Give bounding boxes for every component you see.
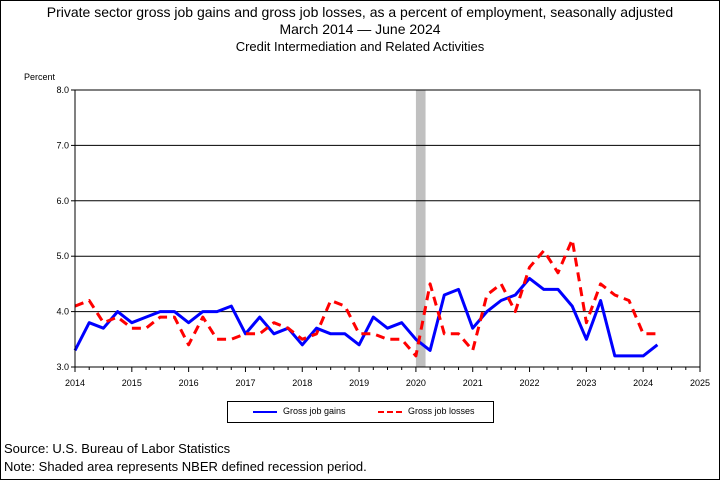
y-tick-label: 7.0 bbox=[56, 140, 69, 150]
series-line-gross-job-losses bbox=[74, 238, 658, 358]
y-tick-label: 5.0 bbox=[56, 251, 69, 261]
legend: Gross job gains Gross job losses bbox=[227, 401, 494, 423]
legend-label-losses: Gross job losses bbox=[408, 406, 475, 416]
legend-swatch-losses bbox=[378, 410, 402, 413]
axis-layer: 3.0 4.0 5.0 6.0 7.0 8.0 2014 2015 2016 2017 2018 20… bbox=[56, 85, 710, 388]
legend-swatch-gains bbox=[253, 410, 277, 413]
recession-note: Note: Shaded area represents NBER define… bbox=[4, 459, 367, 474]
x-tick-label: 2016 bbox=[179, 378, 199, 388]
x-tick-label: 2020 bbox=[406, 378, 426, 388]
chart-industry: Credit Intermediation and Related Activi… bbox=[235, 39, 485, 54]
x-tick-label: 2021 bbox=[463, 378, 483, 388]
legend-item-losses: Gross job losses bbox=[378, 406, 475, 416]
chart-title: Private sector gross job gains and gross… bbox=[46, 4, 674, 20]
series-layer bbox=[73, 238, 659, 358]
legend-label-gains: Gross job gains bbox=[283, 406, 346, 416]
background-layer bbox=[415, 90, 426, 367]
chart-titles: Private sector gross job gains and gross… bbox=[0, 4, 720, 55]
y-tick-label: 6.0 bbox=[56, 196, 69, 206]
x-tick-label: 2015 bbox=[122, 378, 142, 388]
source-note: Source: U.S. Bureau of Labor Statistics bbox=[4, 441, 231, 456]
y-tick-label: 8.0 bbox=[56, 85, 69, 95]
x-tick-label: 2023 bbox=[576, 378, 596, 388]
x-tick-label: 2014 bbox=[65, 378, 85, 388]
x-tick-label: 2018 bbox=[292, 378, 312, 388]
legend-item-gains: Gross job gains bbox=[253, 406, 346, 416]
x-tick-label: 2019 bbox=[349, 378, 369, 388]
x-tick-label: 2024 bbox=[633, 378, 653, 388]
x-tick-label: 2025 bbox=[690, 378, 710, 388]
chart-subtitle: March 2014 — June 2024 bbox=[279, 21, 441, 37]
y-axis-label: Percent bbox=[24, 72, 56, 82]
x-tick-label: 2017 bbox=[235, 378, 255, 388]
series-line-gross-job-gains bbox=[73, 276, 659, 358]
y-tick-label: 4.0 bbox=[56, 307, 69, 317]
y-tick-label: 3.0 bbox=[56, 362, 69, 372]
x-tick-label: 2022 bbox=[520, 378, 540, 388]
recession-shading bbox=[415, 90, 426, 367]
